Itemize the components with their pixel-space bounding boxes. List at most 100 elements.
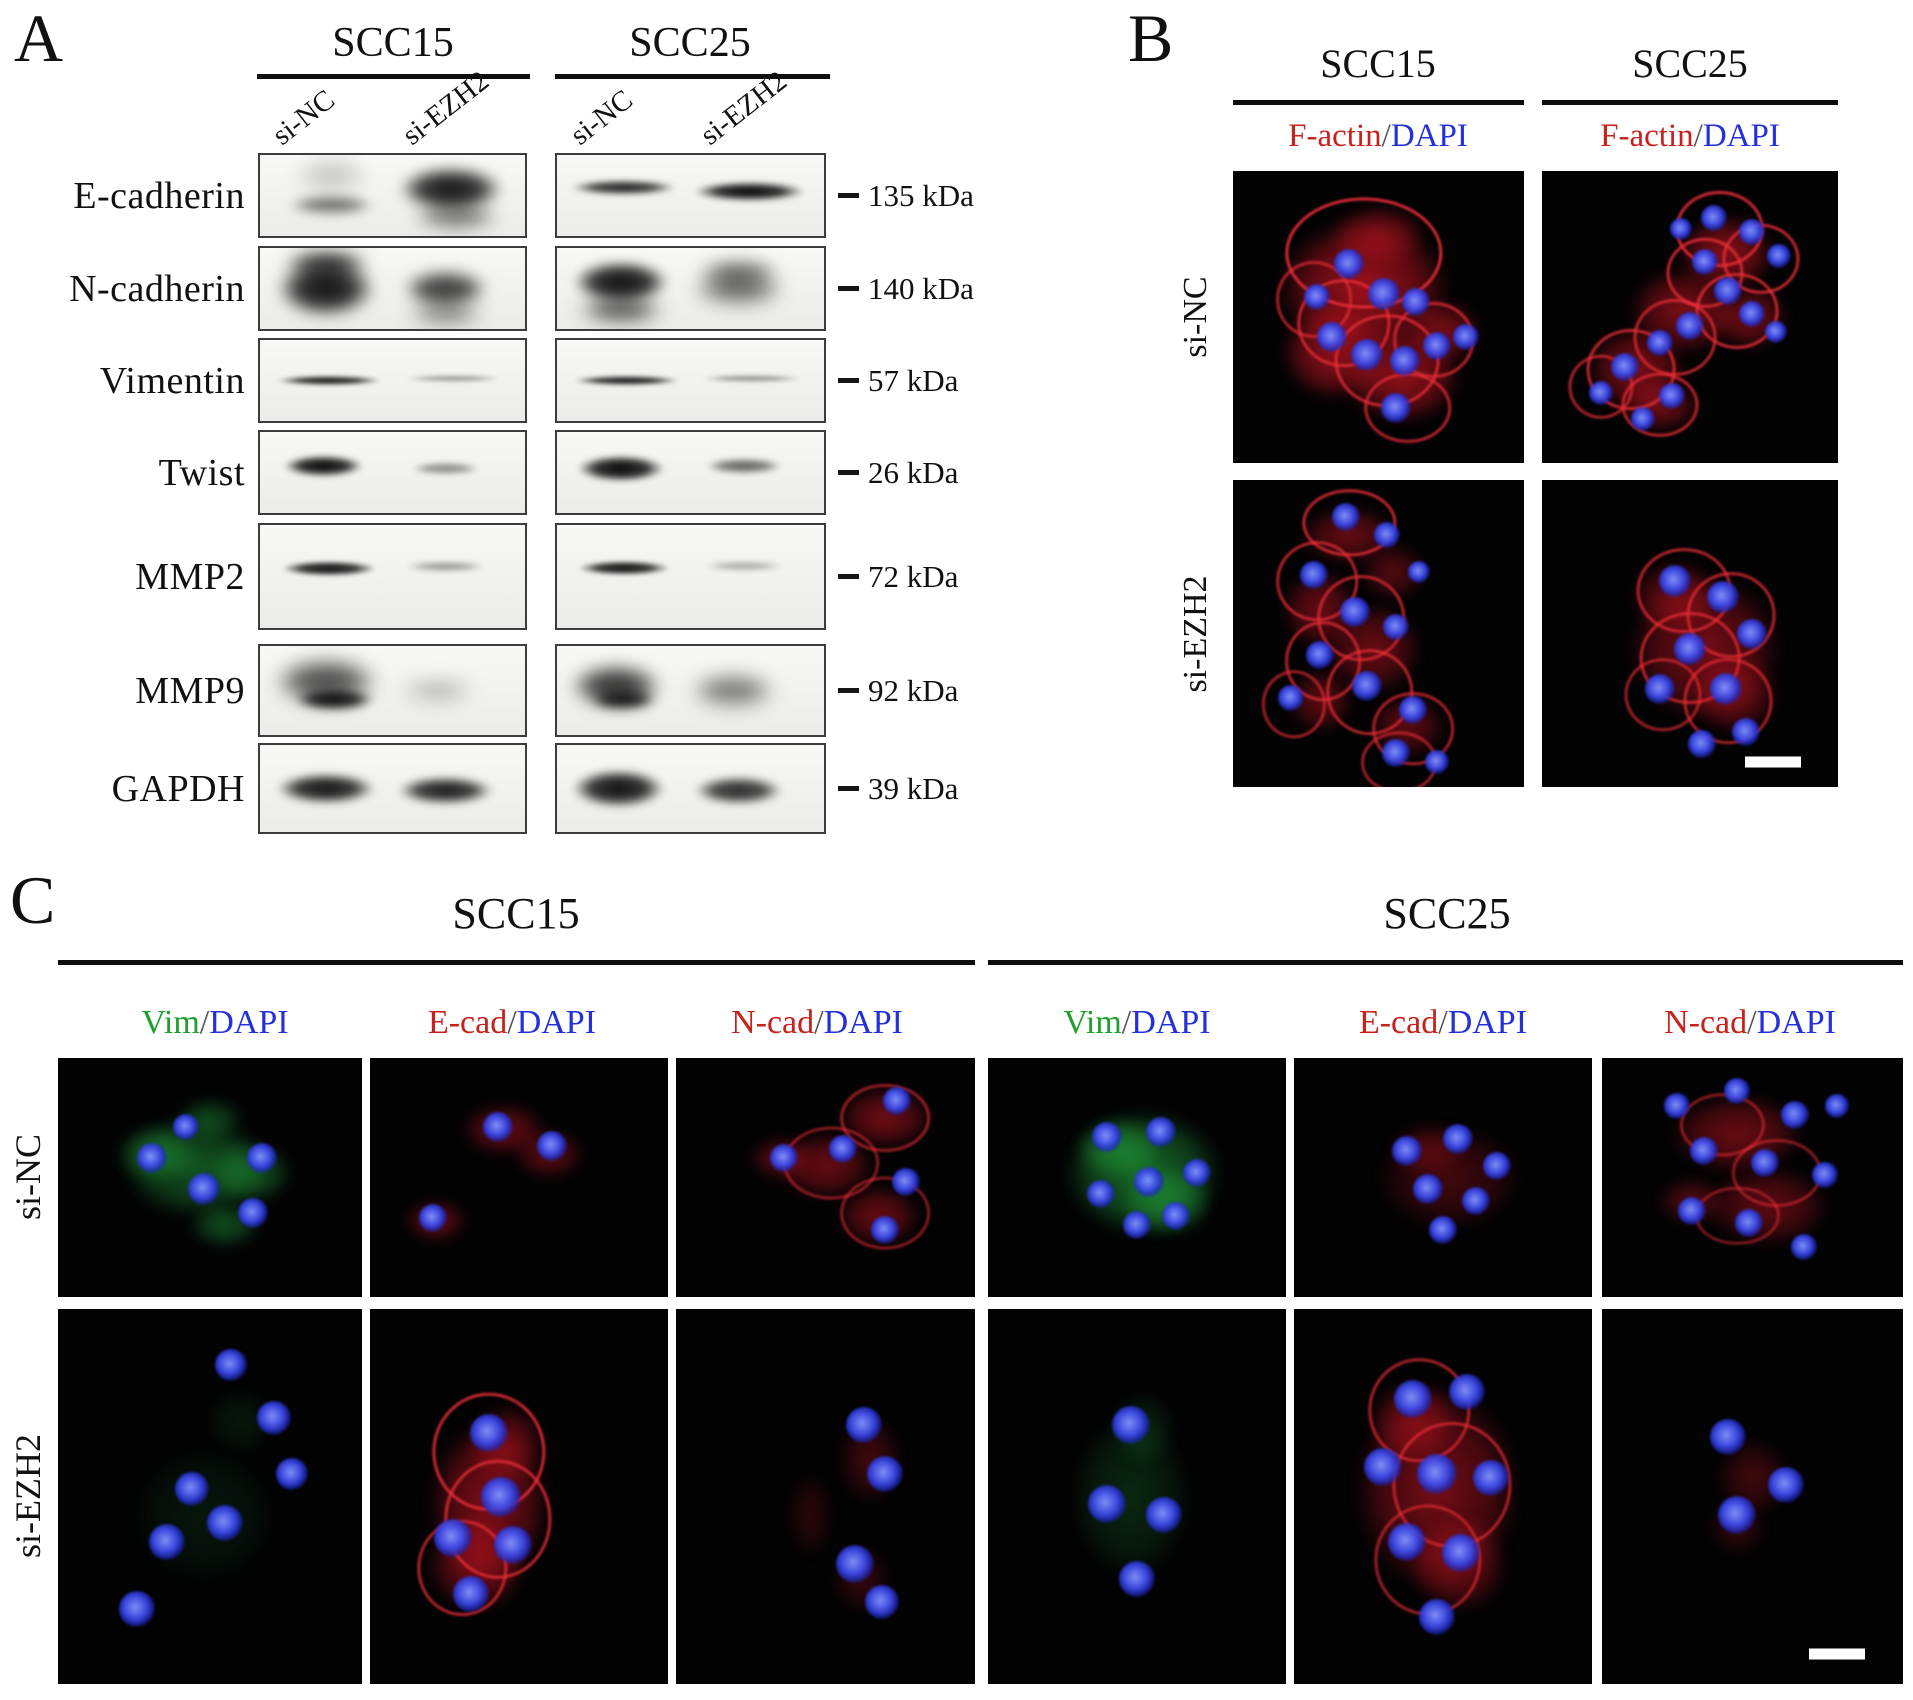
cell-nucleus xyxy=(1645,673,1676,704)
if-tile-b-scc25-si-ezh2 xyxy=(1542,480,1838,787)
wb-band xyxy=(559,558,688,579)
kda-value: 39 kDa xyxy=(868,770,959,806)
cell-nucleus xyxy=(892,1168,921,1197)
cell-nucleus xyxy=(1351,670,1382,701)
wb-protein-label: Twist xyxy=(158,451,245,494)
group-header-rule-2 xyxy=(1233,100,1524,105)
cell-nucleus xyxy=(246,1143,277,1174)
stain-label-part: / xyxy=(1381,118,1391,154)
stain-label-4: N-cad / DAPI xyxy=(731,1006,903,1040)
wb-band xyxy=(262,557,396,579)
stain-label-7: N-cad / DAPI xyxy=(1664,1006,1836,1040)
wb-blot-n-cadherin-scc25 xyxy=(555,246,826,331)
cell-nucleus xyxy=(1448,1373,1485,1410)
cell-nucleus xyxy=(1589,380,1614,405)
cell-nucleus xyxy=(1182,1158,1211,1187)
cell-nucleus xyxy=(1413,1174,1444,1205)
cell-nucleus xyxy=(1767,1467,1804,1504)
wb-blot-vimentin-scc25 xyxy=(555,338,826,423)
wb-kda-marker: 39 kDa xyxy=(838,743,958,834)
kda-dash xyxy=(838,470,859,475)
stain-label-part: / xyxy=(1438,1004,1448,1041)
cell-nucleus xyxy=(237,1198,268,1229)
cell-nucleus xyxy=(1350,338,1383,371)
cell-nucleus xyxy=(1399,696,1428,725)
cell-nucleus xyxy=(1092,1121,1123,1152)
if-tile-b-scc15-si-ezh2 xyxy=(1233,480,1524,787)
wb-blot-twist-scc25 xyxy=(555,430,826,515)
cell-nucleus xyxy=(846,1407,883,1444)
cell-nucleus xyxy=(1388,1522,1427,1561)
cell-nucleus xyxy=(1766,243,1791,268)
wb-band xyxy=(387,373,520,383)
wb-band xyxy=(559,450,683,487)
cell-nucleus xyxy=(1739,301,1766,328)
kda-value: 72 kDa xyxy=(868,558,959,594)
cell-cytoplasm xyxy=(1104,1153,1230,1250)
cell-cytoplasm xyxy=(105,1421,303,1609)
cell-nucleus xyxy=(1452,324,1479,351)
if-tile-c-scc15-ncad-si-ezh2 xyxy=(676,1309,975,1684)
wb-band xyxy=(682,254,795,291)
wb-protein-label: E-cadherin xyxy=(73,174,245,217)
cell-nucleus xyxy=(1790,1233,1817,1260)
wb-kda-marker: 92 kDa xyxy=(838,644,958,737)
cell-nucleus xyxy=(1811,1162,1838,1189)
kda-dash xyxy=(838,378,859,383)
wb-band xyxy=(260,373,402,388)
cell-nucleus xyxy=(1714,276,1743,305)
stain-label-part: / xyxy=(1121,1004,1132,1041)
cell-cytoplasm xyxy=(780,1459,841,1572)
cell-nucleus xyxy=(1119,1561,1155,1597)
wb-band xyxy=(392,294,499,329)
row-label-si-ezh2-1: si-EZH2 xyxy=(1177,575,1214,693)
if-tile-b-scc25-si-nc xyxy=(1542,171,1838,463)
cell-nucleus xyxy=(1824,1093,1849,1118)
stain-label-part: E-cad xyxy=(427,1004,508,1041)
cell-nucleus xyxy=(470,1413,509,1452)
wb-blot-gapdh-scc15 xyxy=(258,743,527,834)
cell-outline xyxy=(1326,648,1414,735)
stain-label-part: DAPI xyxy=(1702,118,1780,154)
cell-nucleus xyxy=(1700,204,1727,231)
cell-nucleus xyxy=(483,1112,514,1143)
if-tile-c-scc15-vim-si-nc xyxy=(58,1058,362,1297)
stain-label-part: DAPI xyxy=(823,1004,903,1041)
wb-protein-label: N-cadherin xyxy=(69,267,245,310)
cell-nucleus xyxy=(1690,1137,1719,1166)
cell-nucleus xyxy=(1145,1497,1182,1534)
wb-blot-mmp2-scc25 xyxy=(555,523,826,630)
cell-nucleus xyxy=(1472,1459,1509,1496)
wb-blot-e-cadherin-scc25 xyxy=(555,153,826,238)
wb-band xyxy=(278,683,390,715)
cell-nucleus xyxy=(1709,672,1742,705)
cell-nucleus xyxy=(494,1526,533,1565)
cell-nucleus xyxy=(836,1545,875,1583)
cell-nucleus xyxy=(1461,1187,1490,1216)
cell-nucleus xyxy=(276,1458,309,1490)
scale-bar xyxy=(1744,756,1801,768)
stain-label-part: E-cad xyxy=(1358,1004,1439,1041)
stain-label-part: / xyxy=(507,1004,517,1041)
cell-nucleus xyxy=(137,1143,168,1174)
group-header-rule-4 xyxy=(58,960,975,965)
scale-bar xyxy=(1808,1648,1865,1660)
cell-nucleus xyxy=(256,1400,291,1435)
if-tile-c-scc15-vim-si-ezh2 xyxy=(58,1309,362,1684)
cell-nucleus xyxy=(865,1584,900,1619)
kda-value: 135 kDa xyxy=(868,177,974,213)
cell-nucleus xyxy=(481,1476,522,1517)
cell-nucleus xyxy=(1647,330,1674,357)
wb-blot-n-cadherin-scc15 xyxy=(258,246,527,331)
cell-nucleus xyxy=(1429,1216,1457,1245)
stain-label-5: Vim / DAPI xyxy=(1063,1006,1210,1040)
cell-nucleus xyxy=(1610,352,1639,381)
cell-nucleus xyxy=(1780,1101,1809,1130)
cell-nucleus xyxy=(1087,1180,1116,1209)
wb-band xyxy=(557,177,698,198)
cell-nucleus xyxy=(1718,1496,1757,1535)
stain-label-part: N-cad xyxy=(731,1004,815,1041)
wb-protein-label: Vimentin xyxy=(99,359,245,402)
cell-nucleus xyxy=(1422,332,1451,361)
wb-kda-marker: 72 kDa xyxy=(838,523,958,630)
